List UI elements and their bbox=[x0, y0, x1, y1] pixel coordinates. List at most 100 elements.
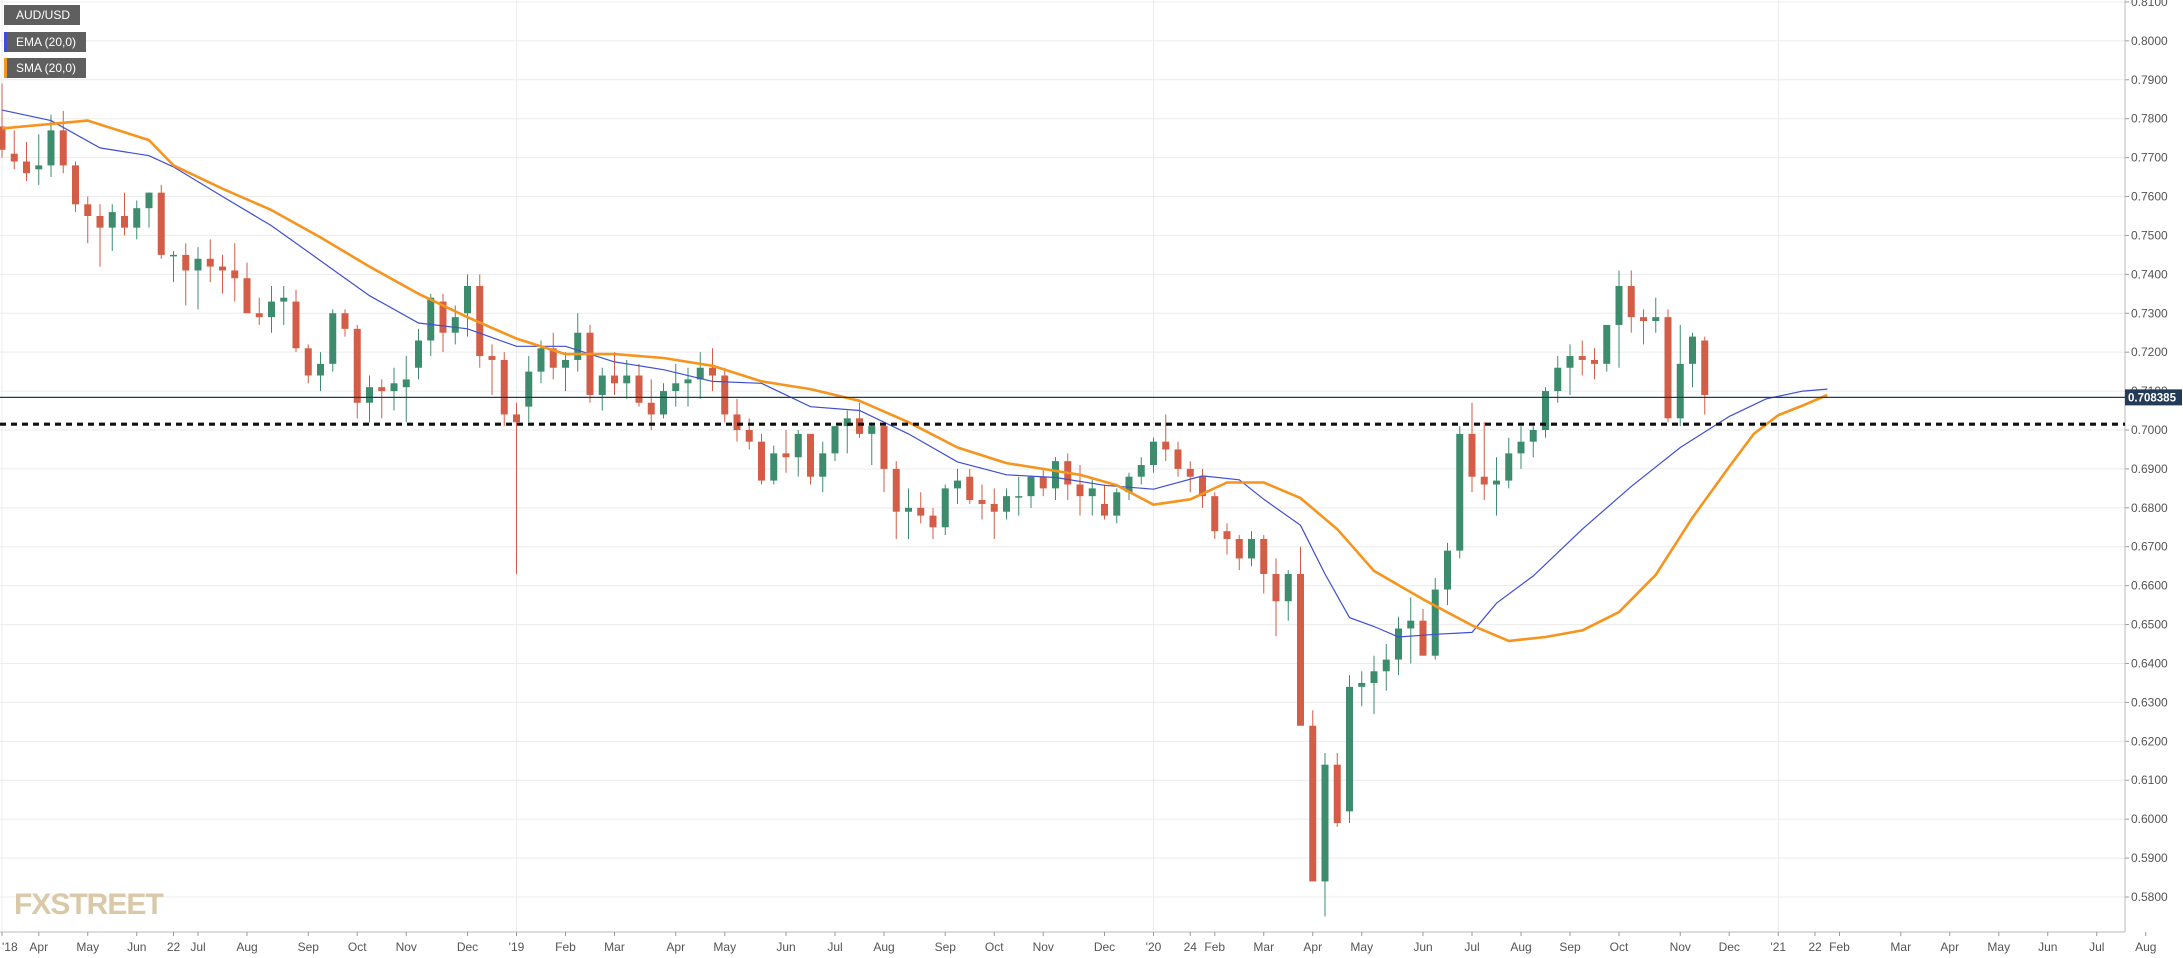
x-tick-label: Apr bbox=[666, 940, 685, 954]
candle-body bbox=[598, 375, 606, 395]
candle-body bbox=[978, 500, 986, 504]
x-tick-label: Jun bbox=[2038, 940, 2057, 954]
candle-body bbox=[929, 515, 937, 528]
candle-body bbox=[513, 414, 520, 423]
candle-body bbox=[1407, 620, 1415, 629]
candle-body bbox=[415, 340, 422, 368]
candle-body bbox=[611, 375, 618, 384]
candle-body bbox=[966, 476, 974, 501]
x-tick-label: Jul bbox=[190, 940, 205, 954]
sma-legend[interactable]: SMA (20,0) bbox=[4, 58, 87, 78]
candle-body bbox=[990, 503, 998, 512]
candle-body bbox=[206, 258, 214, 267]
candle-body bbox=[586, 332, 594, 395]
candle-body bbox=[268, 301, 275, 318]
current-price-box bbox=[2125, 389, 2182, 406]
y-tick-label: 0.6100 bbox=[2131, 773, 2168, 787]
candle-body bbox=[390, 383, 398, 392]
ema-legend[interactable]: EMA (20,0) bbox=[4, 32, 87, 52]
candle-body bbox=[721, 375, 729, 415]
candle-body bbox=[23, 161, 30, 174]
x-tick-label: Aug bbox=[2135, 940, 2156, 954]
y-tick-label: 0.5800 bbox=[2131, 890, 2168, 904]
candle-body bbox=[0, 126, 6, 150]
x-tick-label: Apr bbox=[1303, 940, 1322, 954]
candle-body bbox=[1517, 441, 1525, 454]
candle-body bbox=[476, 286, 484, 357]
sma-line bbox=[1, 119, 1828, 643]
candle-body bbox=[1578, 356, 1586, 360]
candle-body bbox=[1591, 359, 1598, 364]
candle-body bbox=[831, 426, 839, 454]
candle-body bbox=[121, 215, 128, 228]
price-levels: 0.708385 bbox=[0, 389, 2182, 426]
candle-body bbox=[1652, 317, 1660, 322]
x-tick-label: Mar bbox=[1253, 940, 1274, 954]
candle-body bbox=[145, 192, 153, 209]
y-tick-label: 0.7300 bbox=[2131, 306, 2168, 320]
y-tick-label: 0.7200 bbox=[2131, 345, 2168, 359]
candle-body bbox=[733, 414, 741, 431]
candle-body bbox=[219, 266, 226, 271]
y-tick-label: 0.7600 bbox=[2131, 190, 2168, 204]
candle-body bbox=[635, 375, 643, 403]
candle-body bbox=[758, 441, 765, 481]
candle-body bbox=[317, 363, 324, 376]
candle-body bbox=[1615, 286, 1623, 325]
y-tick-label: 0.7500 bbox=[2131, 228, 2168, 242]
candle-body bbox=[1088, 488, 1096, 497]
y-tick-label: 0.7800 bbox=[2131, 112, 2168, 126]
x-tick-label: May bbox=[76, 940, 99, 954]
candle-body bbox=[1468, 433, 1476, 477]
x-tick-label: Jul bbox=[827, 940, 842, 954]
candle-body bbox=[1284, 573, 1292, 602]
candle-body bbox=[880, 426, 888, 469]
candle-body bbox=[1370, 671, 1378, 683]
y-tick-label: 0.8100 bbox=[2131, 0, 2168, 9]
candle-body bbox=[59, 130, 67, 166]
y-tick-label: 0.7000 bbox=[2131, 423, 2168, 437]
candle-body bbox=[10, 153, 18, 162]
ema-label: EMA (20,0) bbox=[16, 35, 77, 49]
symbol-legend[interactable]: AUD/USD bbox=[4, 5, 81, 25]
candle-body bbox=[427, 297, 435, 341]
candle-body bbox=[745, 430, 753, 442]
y-tick-label: 0.6700 bbox=[2131, 540, 2168, 554]
x-tick-label: 22 bbox=[167, 940, 181, 954]
candle-body bbox=[941, 488, 949, 528]
candle-body bbox=[366, 387, 373, 403]
candle-body bbox=[402, 379, 410, 388]
x-tick-label: Dec bbox=[1094, 940, 1115, 954]
x-tick-label: 24 bbox=[1184, 940, 1198, 954]
candle-body bbox=[182, 254, 190, 271]
x-tick-label: Jul bbox=[1464, 940, 1479, 954]
fxstreet-logo: FXSTREET bbox=[14, 888, 164, 921]
x-tick-label: Jul bbox=[2089, 940, 2104, 954]
candle-body bbox=[1431, 589, 1439, 656]
x-tick-label: Feb bbox=[555, 940, 576, 954]
y-tick-label: 0.6600 bbox=[2131, 579, 2168, 593]
x-tick-label: '21 bbox=[1770, 940, 1786, 954]
ema-line bbox=[1, 109, 1828, 638]
sma-label: SMA (20,0) bbox=[16, 61, 77, 75]
y-tick-label: 0.8000 bbox=[2131, 34, 2168, 48]
candle-body bbox=[1027, 476, 1035, 497]
x-tick-label: Oct bbox=[1610, 940, 1629, 954]
candle-body bbox=[280, 297, 288, 302]
candle-body bbox=[843, 418, 851, 427]
candle-body bbox=[1260, 538, 1268, 574]
candle-body bbox=[1052, 461, 1059, 489]
candle-body bbox=[537, 348, 545, 372]
y-axis-labels: 0.8100 0.8000 0.7900 0.7800 0.7700 0.7600 0.75… bbox=[2131, 0, 2168, 904]
candle-body bbox=[1101, 503, 1108, 516]
x-tick-label: Aug bbox=[1510, 940, 1531, 954]
candle-body bbox=[623, 375, 631, 384]
candle-body bbox=[1566, 356, 1574, 368]
candle-body bbox=[378, 387, 386, 392]
candle-body bbox=[1395, 628, 1402, 660]
y-tick-label: 0.7400 bbox=[2131, 267, 2168, 281]
candle-body bbox=[292, 301, 300, 349]
x-tick-label: Apr bbox=[1940, 940, 1959, 954]
candle-body bbox=[1358, 682, 1366, 687]
